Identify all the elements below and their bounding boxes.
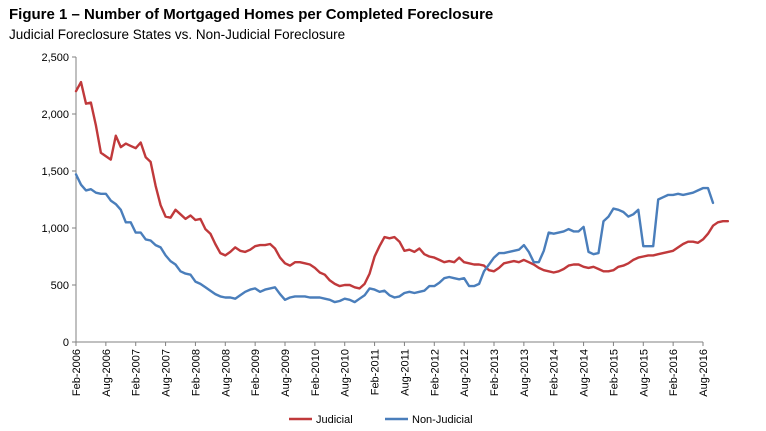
x-tick-label: Aug-2012: [459, 349, 471, 397]
legend-label-judicial: Judicial: [316, 414, 353, 426]
x-tick-label: Aug-2006: [101, 349, 113, 397]
x-tick-label: Aug-2008: [220, 349, 232, 397]
x-tick-label: Aug-2010: [340, 349, 352, 397]
x-tick-label: Feb-2011: [370, 349, 382, 395]
chart-subtitle: Judicial Foreclosure States vs. Non-Judi…: [9, 27, 346, 42]
chart-title: Figure 1 – Number of Mortgaged Homes per…: [9, 6, 494, 23]
y-tick-label: 2,000: [41, 109, 69, 121]
y-tick-label: 500: [51, 280, 69, 292]
y-tick-label: 1,000: [41, 223, 69, 235]
series-layer: [74, 80, 730, 304]
x-tick-label: Feb-2009: [250, 349, 262, 396]
x-tick-label: Aug-2015: [638, 349, 650, 397]
x-tick-label: Feb-2013: [489, 349, 501, 396]
x-tick-label: Feb-2016: [668, 349, 680, 396]
x-tick-label: Feb-2007: [131, 349, 143, 396]
x-tick-label: Aug-2013: [519, 349, 531, 397]
y-tick-label: 2,500: [41, 52, 69, 64]
series-line-non-judicial: [74, 173, 715, 304]
series-line-judicial: [74, 80, 730, 290]
x-tick-label: Aug-2011: [399, 349, 411, 396]
y-tick-label: 0: [63, 337, 69, 349]
x-tick-label: Aug-2009: [280, 349, 292, 397]
y-tick-label: 1,500: [41, 166, 69, 178]
x-tick-label: Aug-2007: [161, 349, 173, 397]
y-axis: 0 500 1,000 1,500 2,000 2,500: [41, 52, 77, 349]
x-tick-label: Feb-2012: [429, 349, 441, 396]
x-axis: Feb-2006 Aug-2006 Feb-2007 Aug-2007 Feb-2008…: [71, 341, 710, 397]
x-tick-label: Feb-2015: [608, 349, 620, 396]
x-tick-label: Feb-2014: [549, 349, 561, 396]
x-tick-label: Feb-2010: [310, 349, 322, 396]
legend-label-non-judicial: Non-Judicial: [412, 414, 473, 426]
x-tick-label: Feb-2006: [71, 349, 83, 396]
x-tick-label: Aug-2016: [698, 349, 710, 397]
x-tick-label: Aug-2014: [579, 349, 591, 397]
x-tick-label: Feb-2008: [190, 349, 202, 396]
legend: Judicial Non-Judicial: [289, 414, 473, 426]
